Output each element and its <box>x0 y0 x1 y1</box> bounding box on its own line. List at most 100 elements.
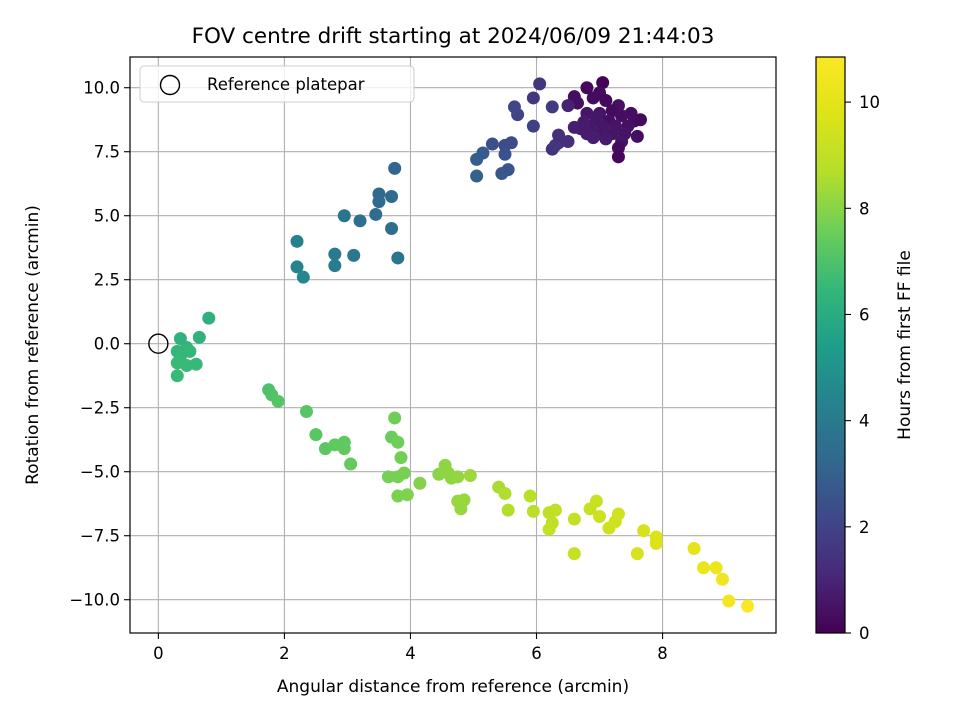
scatter-point <box>697 561 711 575</box>
y-tick-label: −5.0 <box>80 463 120 482</box>
reference-platepar-marker <box>148 333 169 354</box>
scatter-point <box>485 137 499 151</box>
scatter-point <box>687 542 701 556</box>
scatter-point <box>202 311 216 325</box>
scatter-point <box>170 369 184 383</box>
chart-title: FOV centre drift starting at 2024/06/09 … <box>192 24 715 49</box>
scatter-point <box>586 91 600 105</box>
legend-box <box>139 65 415 103</box>
scatter-point <box>328 259 342 273</box>
scatter-point <box>337 209 351 223</box>
gridlines <box>130 57 776 633</box>
scatter-point <box>385 190 399 204</box>
scatter-point <box>593 510 607 524</box>
scatter-point <box>369 207 383 221</box>
legend-open-circle-marker <box>159 74 181 96</box>
scatter-point <box>611 150 625 164</box>
scatter-point <box>630 547 644 561</box>
scatter-point <box>271 394 285 408</box>
scatter-point <box>498 138 512 152</box>
scatter-point <box>548 138 562 152</box>
scatter-point <box>388 411 402 425</box>
x-tick-label: 8 <box>657 644 668 663</box>
y-tick-label: 5.0 <box>94 207 120 226</box>
scatter-point <box>589 494 603 508</box>
scatter-point <box>649 536 663 550</box>
x-tick-label: 4 <box>405 644 416 663</box>
colorbar-tick-label: 10 <box>859 93 880 112</box>
scatter-point <box>596 76 610 90</box>
scatter-point <box>470 169 484 183</box>
reference-marker <box>148 333 169 354</box>
scatter-point <box>391 251 405 265</box>
scatter-point <box>388 161 402 175</box>
scatter-point <box>501 503 515 517</box>
x-tick-label: 0 <box>153 644 164 663</box>
scatter-point <box>586 131 600 145</box>
scatter-point <box>523 489 537 503</box>
scatter-point <box>353 214 367 228</box>
scatter-point <box>599 132 613 146</box>
y-axis-label: Rotation from reference (arcmin) <box>23 205 43 485</box>
scatter-point <box>290 234 304 248</box>
colorbar-ticks: 0 2 4 6 8 10 <box>845 93 880 643</box>
scatter-point <box>347 248 361 262</box>
scatter-point <box>495 166 509 180</box>
scatter-point <box>296 270 310 284</box>
scatter-point <box>180 358 194 372</box>
scatter-point <box>470 152 484 166</box>
scatter-point <box>599 94 613 108</box>
y-tick-label: −7.5 <box>80 527 120 546</box>
scatter-point <box>526 119 540 133</box>
colorbar-gradient <box>816 57 845 633</box>
scatter-point <box>463 469 477 483</box>
scatter-point <box>457 493 471 507</box>
scatter-point <box>542 522 556 536</box>
scatter-point <box>567 512 581 526</box>
scatter-point <box>498 147 512 161</box>
colorbar-tick-label: 8 <box>859 199 870 218</box>
colorbar-tick-label: 4 <box>859 412 870 431</box>
x-axis-label: Angular distance from reference (arcmin) <box>277 677 629 697</box>
scatter-point <box>545 100 559 114</box>
data-points <box>170 76 755 613</box>
scatter-point <box>391 435 405 449</box>
scatter-point <box>633 113 647 127</box>
y-tick-label: 0.0 <box>94 335 120 354</box>
scatter-point <box>630 129 644 143</box>
scatter-point <box>397 466 411 480</box>
legend-label: Reference platepar <box>207 75 365 94</box>
colorbar-frame <box>815 56 846 634</box>
scatter-point <box>561 134 575 148</box>
scatter-point <box>400 488 414 502</box>
y-tick-label: 2.5 <box>94 271 120 290</box>
colorbar-tick-label: 6 <box>859 305 870 324</box>
legend: Reference platepar <box>139 65 415 103</box>
scatter-point <box>580 81 594 95</box>
scatter-point <box>611 141 625 155</box>
scatter-point <box>709 561 723 575</box>
x-tick-label: 6 <box>531 644 542 663</box>
scatter-point <box>413 476 427 490</box>
scatter-point <box>394 451 408 465</box>
scatter-point <box>526 91 540 105</box>
y-tick-label: −10.0 <box>69 591 120 610</box>
y-tick-label: −2.5 <box>80 399 120 418</box>
scatter-point <box>391 489 405 503</box>
colorbar: 0 2 4 6 8 10 Hours from first FF file <box>815 56 915 643</box>
scatter-point <box>526 504 540 518</box>
scatter-point <box>309 428 323 442</box>
scatter-point <box>577 115 591 129</box>
scatter-point <box>624 106 638 120</box>
y-tick-label: 10.0 <box>83 79 120 98</box>
scatter-point <box>290 260 304 274</box>
scatter-point <box>344 457 358 471</box>
scatter-point <box>567 547 581 561</box>
colorbar-tick-label: 0 <box>859 624 870 643</box>
scatter-point <box>715 572 729 586</box>
scatter-point <box>722 594 736 608</box>
scatter-point <box>548 503 562 517</box>
x-tick-label: 2 <box>279 644 290 663</box>
y-axis-ticks: −10.0 −7.5 −5.0 −2.5 0.0 2.5 5.0 7.5 10.0 <box>69 79 130 610</box>
